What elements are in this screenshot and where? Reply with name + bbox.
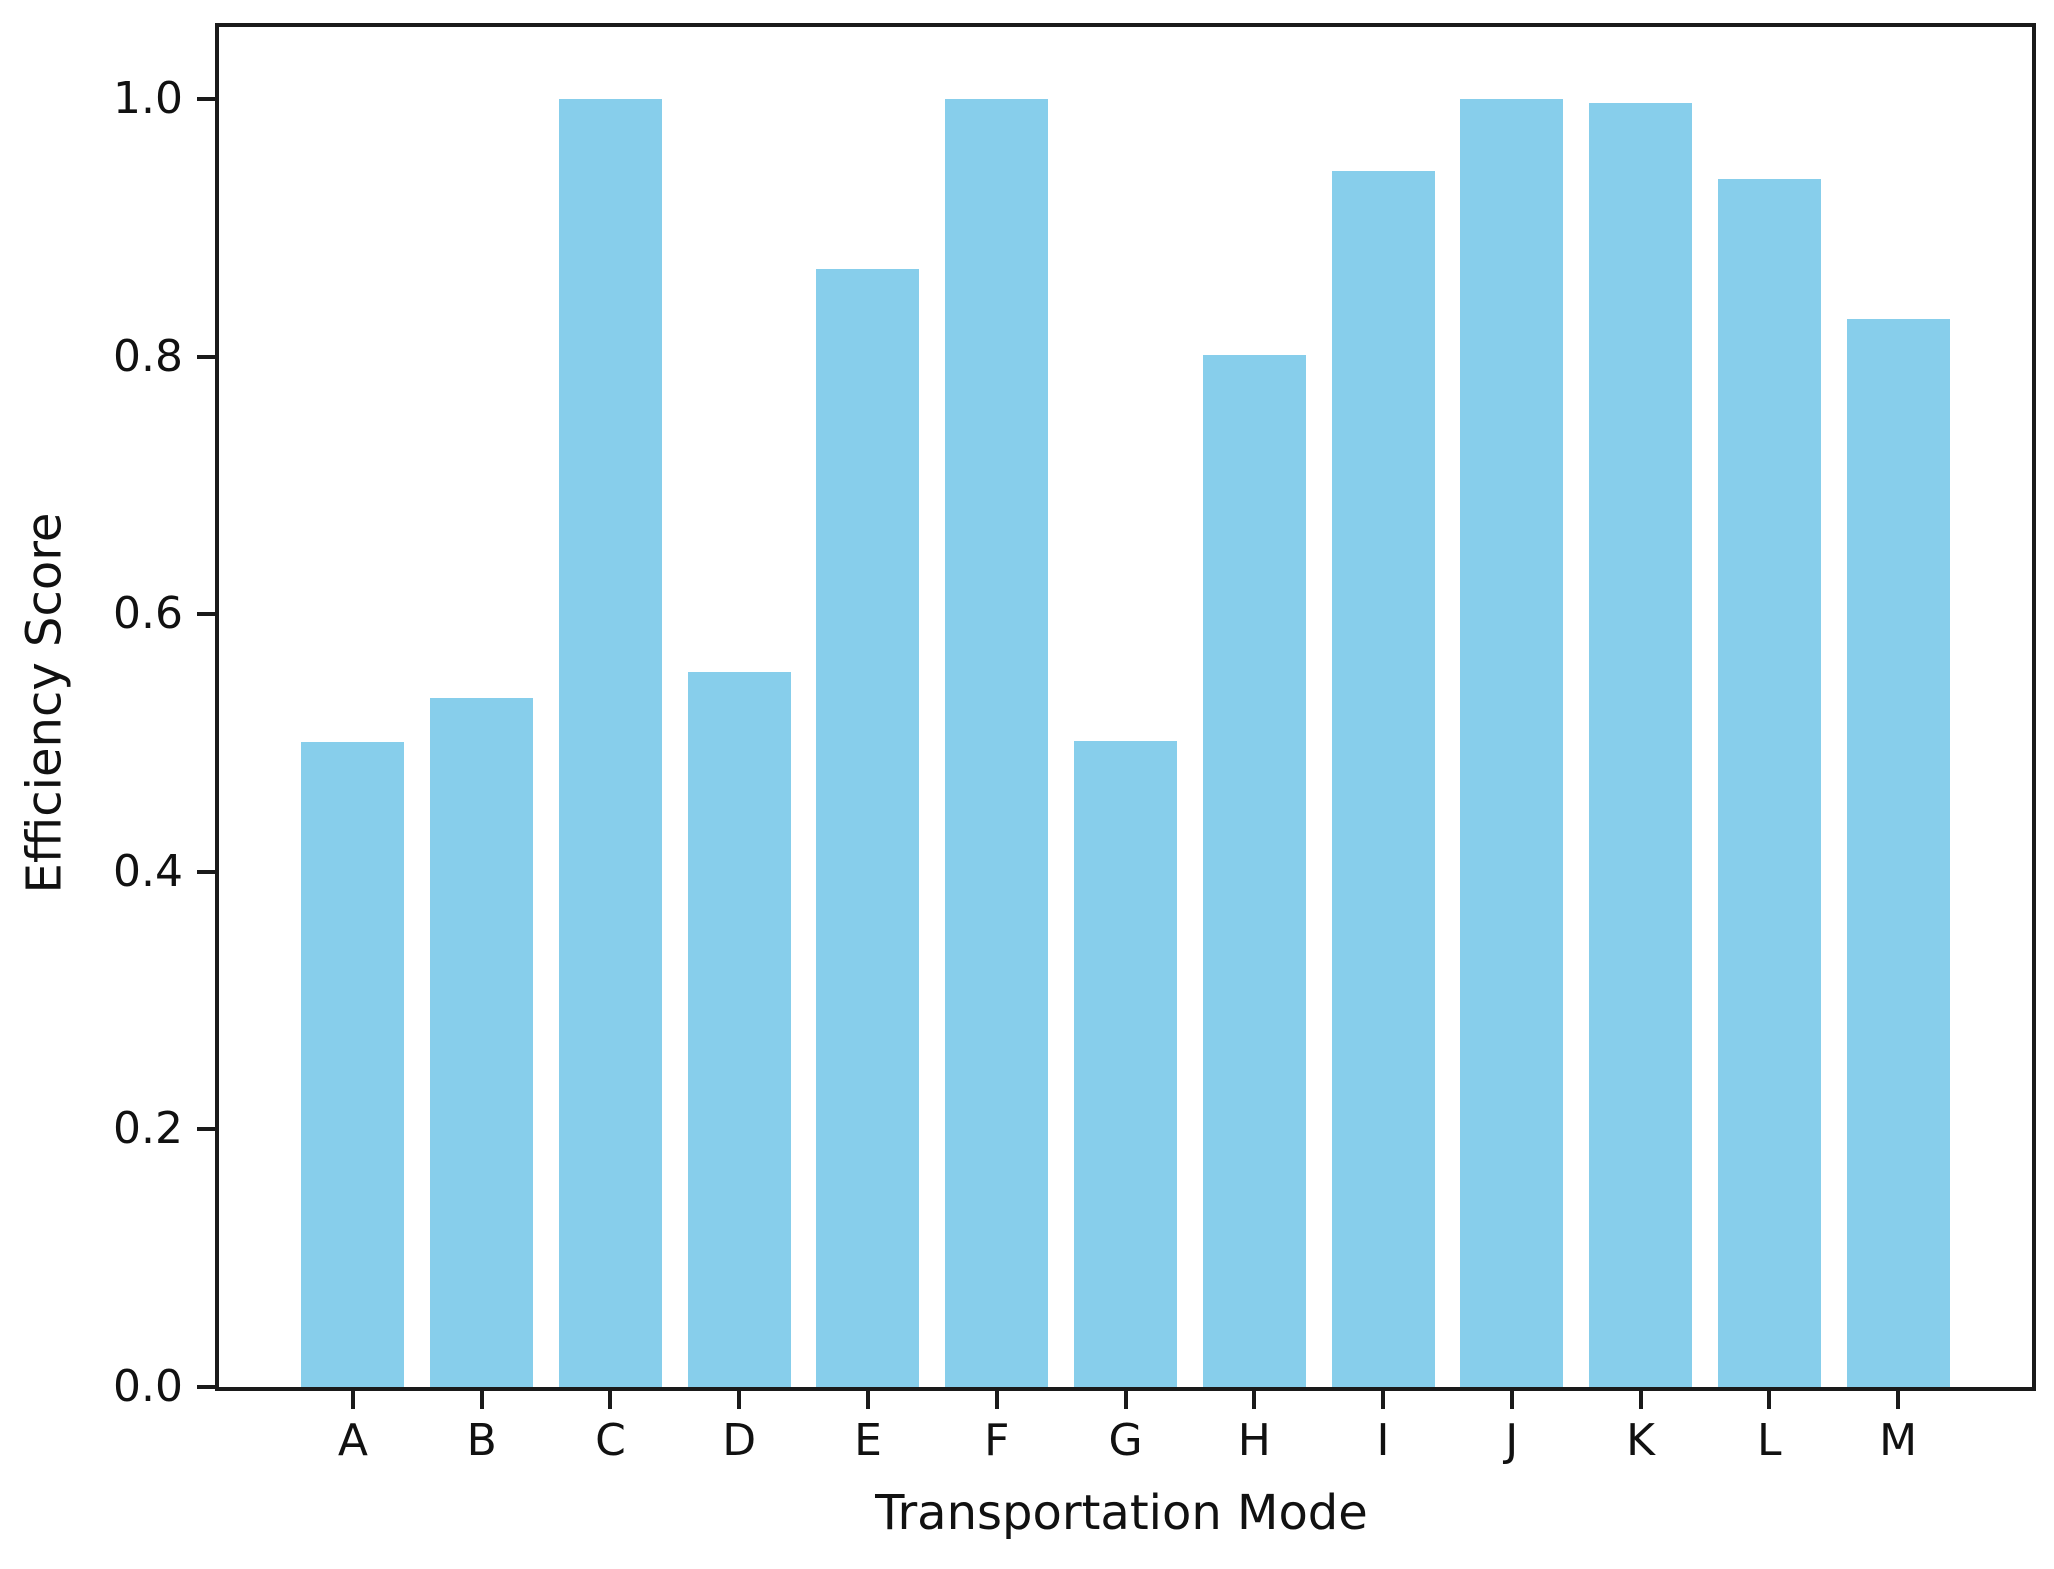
x-tick-mark-a: [350, 1391, 355, 1409]
y-tick-mark-0.0: [197, 1385, 215, 1389]
x-tick-label-k: K: [1626, 1415, 1655, 1466]
x-tick-mark-f: [994, 1391, 999, 1409]
x-tick-label-d: D: [722, 1415, 757, 1466]
bar-e: [816, 269, 920, 1387]
x-tick-label-i: I: [1376, 1415, 1390, 1466]
x-tick-label-e: E: [854, 1415, 882, 1466]
x-tick-label-m: M: [1879, 1415, 1918, 1466]
y-tick-label-1.0: 1.0: [113, 73, 183, 125]
y-tick-label-0.4: 0.4: [113, 845, 183, 897]
bar-j: [1460, 99, 1564, 1387]
bar-f: [945, 99, 1049, 1387]
x-tick-mark-g: [1123, 1391, 1128, 1409]
y-tick-label-0.0: 0.0: [113, 1361, 183, 1412]
x-tick-mark-j: [1509, 1391, 1514, 1409]
bar-h: [1202, 355, 1306, 1387]
bar-k: [1589, 103, 1693, 1387]
y-tick-mark-1.0: [197, 97, 215, 102]
x-tick-mark-d: [737, 1391, 742, 1409]
x-tick-mark-i: [1381, 1391, 1386, 1409]
bar-c: [558, 99, 662, 1387]
x-tick-mark-k: [1638, 1391, 1643, 1409]
x-tick-label-h: H: [1237, 1415, 1271, 1466]
x-axis-label: Transportation Mode: [875, 1485, 1368, 1541]
y-tick-mark-0.6: [197, 612, 215, 617]
x-tick-label-l: L: [1757, 1415, 1782, 1466]
y-tick-mark-0.2: [197, 1127, 215, 1132]
plot-area: [215, 23, 2036, 1391]
bar-m: [1846, 319, 1950, 1387]
y-tick-label-0.8: 0.8: [113, 330, 183, 382]
y-tick-label-0.2: 0.2: [113, 1103, 183, 1155]
bar-a: [301, 741, 405, 1387]
x-tick-mark-b: [479, 1391, 484, 1409]
x-tick-label-g: G: [1108, 1415, 1143, 1466]
bar-g: [1073, 740, 1177, 1387]
bar-l: [1717, 178, 1821, 1387]
y-tick-mark-0.8: [197, 354, 215, 359]
bar-i: [1331, 171, 1435, 1387]
x-tick-label-b: B: [466, 1415, 497, 1466]
x-tick-label-a: A: [337, 1415, 368, 1466]
x-tick-mark-e: [865, 1391, 870, 1409]
x-tick-label-f: F: [984, 1415, 1010, 1466]
x-tick-label-c: C: [595, 1415, 626, 1466]
x-tick-mark-c: [608, 1391, 613, 1409]
y-axis-label: Efficiency Score: [16, 23, 72, 1383]
x-tick-mark-l: [1767, 1391, 1772, 1409]
x-tick-mark-m: [1896, 1391, 1901, 1409]
x-tick-label-j: J: [1505, 1415, 1519, 1466]
y-tick-label-0.6: 0.6: [113, 588, 183, 640]
y-tick-mark-0.4: [197, 869, 215, 874]
bar-d: [687, 672, 791, 1387]
bar-b: [430, 698, 534, 1387]
x-tick-mark-h: [1252, 1391, 1257, 1409]
y-axis-label-text: Efficiency Score: [16, 512, 72, 894]
